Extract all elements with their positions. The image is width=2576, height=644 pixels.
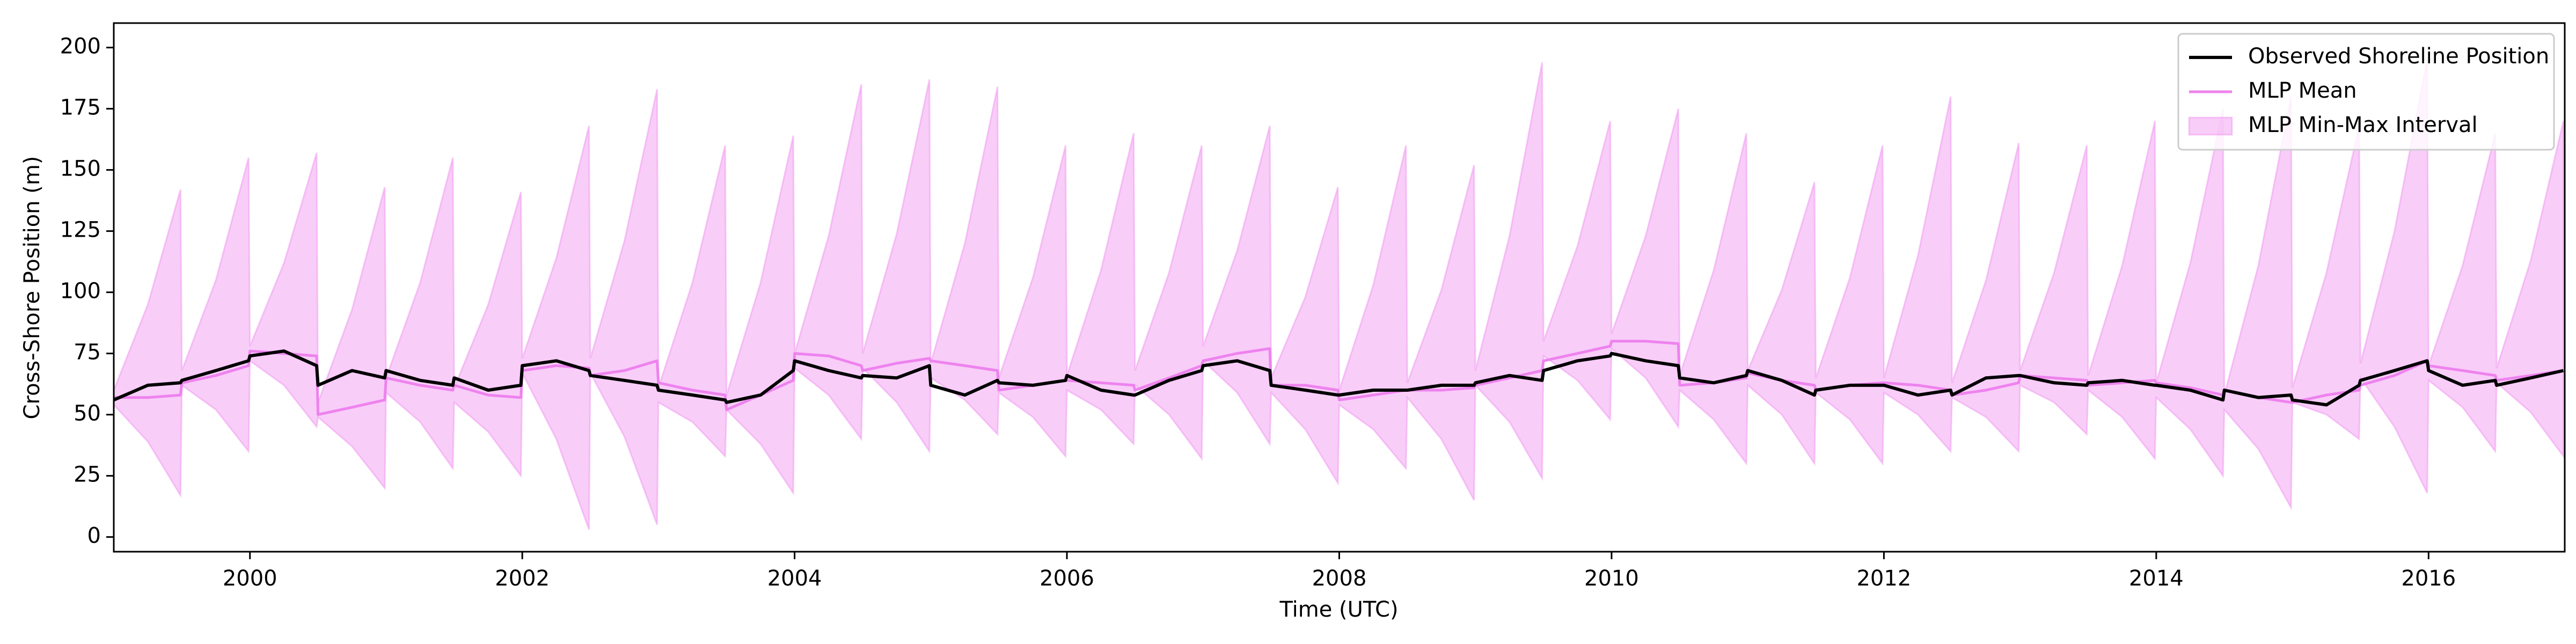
legend-label: MLP Min-Max Interval (2248, 113, 2478, 137)
y-tick-label: 25 (74, 463, 101, 487)
x-tick-label: 2016 (2401, 566, 2456, 591)
legend-label: Observed Shoreline Position (2248, 44, 2549, 69)
y-tick-label: 150 (60, 157, 101, 181)
x-tick-label: 2012 (1856, 566, 1911, 591)
y-tick-label: 125 (60, 218, 101, 243)
y-tick-label: 200 (60, 34, 101, 59)
legend-box (2177, 33, 2555, 151)
y-tick-label: 75 (74, 340, 101, 365)
y-tick-label: 175 (60, 96, 101, 120)
x-tick-label: 2000 (223, 566, 277, 591)
x-tick-label: 2010 (1584, 566, 1639, 591)
legend-label: MLP Mean (2248, 78, 2357, 103)
x-tick-label: 2006 (1040, 566, 1094, 591)
legend-patch (2188, 116, 2233, 136)
series-line (113, 349, 2564, 407)
legend: Observed Shoreline Position MLP Mean MLP M… (2177, 33, 2555, 151)
x-tick-label: 2014 (2129, 566, 2184, 591)
y-tick-label: 100 (60, 279, 101, 304)
y-tick-label: 50 (74, 401, 101, 426)
min-max-band (113, 60, 2564, 530)
x-tick-label: 2002 (495, 566, 550, 591)
x-tick-label: 2004 (767, 566, 822, 591)
y-axis-label: Cross-Shore Position (m) (20, 156, 45, 420)
y-tick-label: 0 (87, 524, 101, 548)
x-axis-label: Time (UTC) (1279, 597, 1398, 622)
x-tick-label: 2008 (1312, 566, 1367, 591)
